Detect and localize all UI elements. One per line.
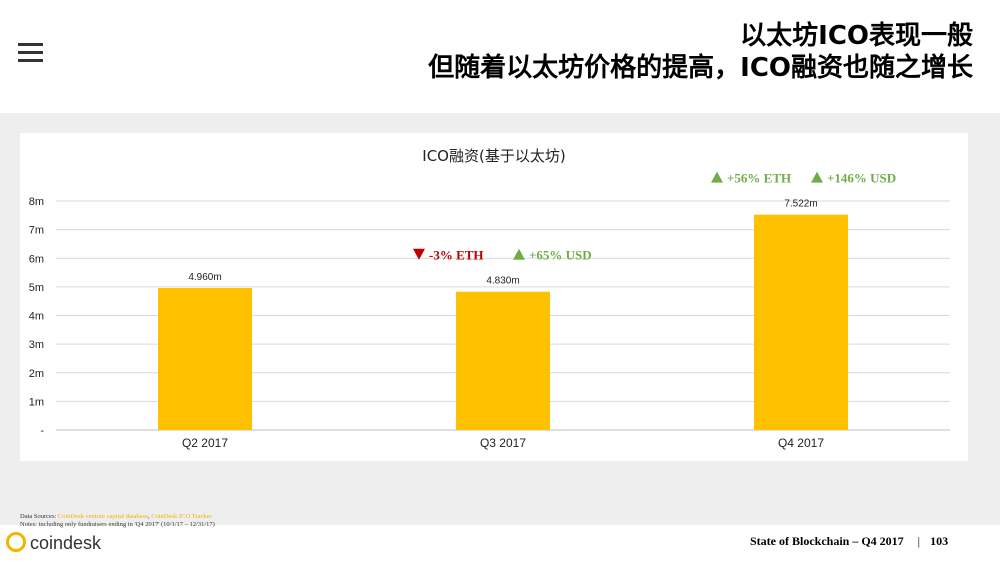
data-label: 4.830m — [486, 276, 519, 287]
coindesk-mark-icon — [6, 532, 26, 552]
up-triangle-icon — [811, 171, 823, 183]
y-tick-label: 1m — [29, 396, 44, 408]
page-title: 以太坊ICO表现一般 但随着以太坊价格的提高，ICO融资也随之增长 — [428, 20, 973, 84]
chart-title: ICO融资(基于以太坊) — [422, 147, 565, 165]
y-tick-label: 6m — [29, 253, 44, 265]
logo-text: coindesk — [30, 533, 102, 553]
data-sources: Data Sources: CoinDesk venture capital d… — [20, 513, 215, 528]
up-triangle-icon — [711, 171, 723, 183]
change-annotation: +146% USD — [827, 171, 896, 186]
sources-link-vc[interactable]: CoinDesk venture capital database — [57, 513, 148, 520]
data-label: 7.522m — [784, 199, 817, 210]
down-triangle-icon — [413, 248, 425, 260]
x-tick-label: Q2 2017 — [182, 436, 228, 450]
change-annotation: +65% USD — [529, 248, 592, 263]
y-tick-label: 8m — [29, 196, 44, 208]
sources-notes: Notes: including only fundraisers ending… — [20, 521, 215, 528]
y-tick-label: 3m — [29, 339, 44, 351]
change-annotation: +56% ETH — [727, 171, 791, 186]
sources-prefix: Data Sources: — [20, 513, 57, 520]
report-name: State of Blockchain – Q4 2017 — [750, 534, 904, 548]
report-footer: State of Blockchain – Q4 2017 | 103 — [750, 534, 949, 548]
y-tick-label: 4m — [29, 311, 44, 323]
menu-icon[interactable] — [18, 43, 43, 63]
bar — [754, 214, 848, 430]
title-line-2: 但随着以太坊价格的提高，ICO融资也随之增长 — [428, 53, 973, 83]
page-number: 103 — [930, 534, 949, 548]
bar-chart: ICO融资(基于以太坊) - 1m 2m 3m 4m 5m 6m 7m 8m 4.960m Q2 … — [29, 147, 950, 450]
bar — [158, 288, 252, 430]
sources-link-ico[interactable]: CoinDesk ICO Tracker — [151, 513, 212, 520]
coindesk-logo: coindesk — [6, 532, 101, 554]
y-tick-label: 2m — [29, 368, 44, 380]
y-tick-label: - — [40, 425, 44, 437]
change-annotation: -3% ETH — [429, 248, 484, 263]
title-line-1: 以太坊ICO表现一般 — [740, 21, 973, 51]
up-triangle-icon — [513, 248, 525, 260]
chart-panel: ICO融资(基于以太坊) - 1m 2m 3m 4m 5m 6m 7m 8m 4.960m Q2 … — [20, 133, 968, 461]
x-tick-label: Q3 2017 — [480, 436, 526, 450]
y-tick-label: 7m — [29, 225, 44, 237]
y-tick-label: 5m — [29, 282, 44, 294]
bar — [456, 291, 550, 430]
x-tick-label: Q4 2017 — [778, 436, 824, 450]
data-label: 4.960m — [188, 272, 221, 283]
